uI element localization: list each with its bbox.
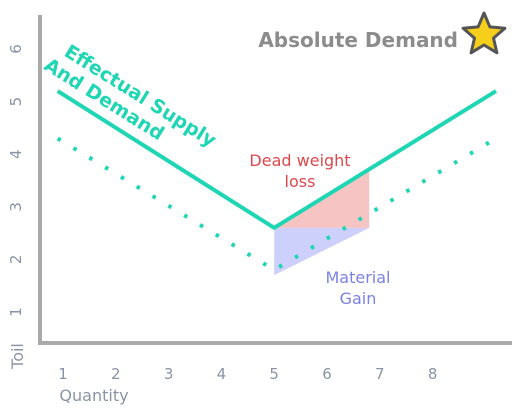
- y-tick-labels: 1 2 3 4 5 6: [7, 44, 25, 317]
- material-gain-label-line1: Material: [326, 268, 391, 287]
- y-tick-label: 2: [7, 255, 25, 265]
- effectual-supply-demand-label: Effectual Supply And Demand: [40, 41, 220, 152]
- x-tick-labels: 1 2 3 4 5 6 7 8: [58, 365, 437, 383]
- x-tick-label: 3: [164, 365, 174, 383]
- x-tick-label: 6: [322, 365, 332, 383]
- x-tick-label: 1: [58, 365, 68, 383]
- x-tick-label: 2: [111, 365, 121, 383]
- y-tick-label: 4: [7, 149, 25, 159]
- series-lines: [56, 89, 498, 272]
- y-tick-label: 1: [7, 307, 25, 317]
- x-tick-label: 5: [269, 365, 279, 383]
- star-icon: [461, 11, 507, 55]
- material-gain-label-line2: Gain: [340, 289, 377, 308]
- x-tick-label: 7: [375, 365, 385, 383]
- region-material-gain: [274, 227, 370, 276]
- x-axis-title: Quantity: [59, 386, 128, 405]
- y-tick-label: 3: [7, 202, 25, 212]
- y-axis-title: Toil: [8, 343, 27, 370]
- absolute-demand-label: Absolute Demand: [258, 28, 458, 52]
- x-tick-label: 8: [428, 365, 438, 383]
- dead-weight-label-line1: Dead weight: [249, 151, 350, 170]
- x-tick-label: 4: [217, 365, 227, 383]
- solid-series-line: [56, 89, 498, 230]
- dead-weight-label-line2: loss: [285, 172, 316, 191]
- y-tick-label: 5: [7, 97, 25, 107]
- y-tick-label: 6: [7, 44, 25, 54]
